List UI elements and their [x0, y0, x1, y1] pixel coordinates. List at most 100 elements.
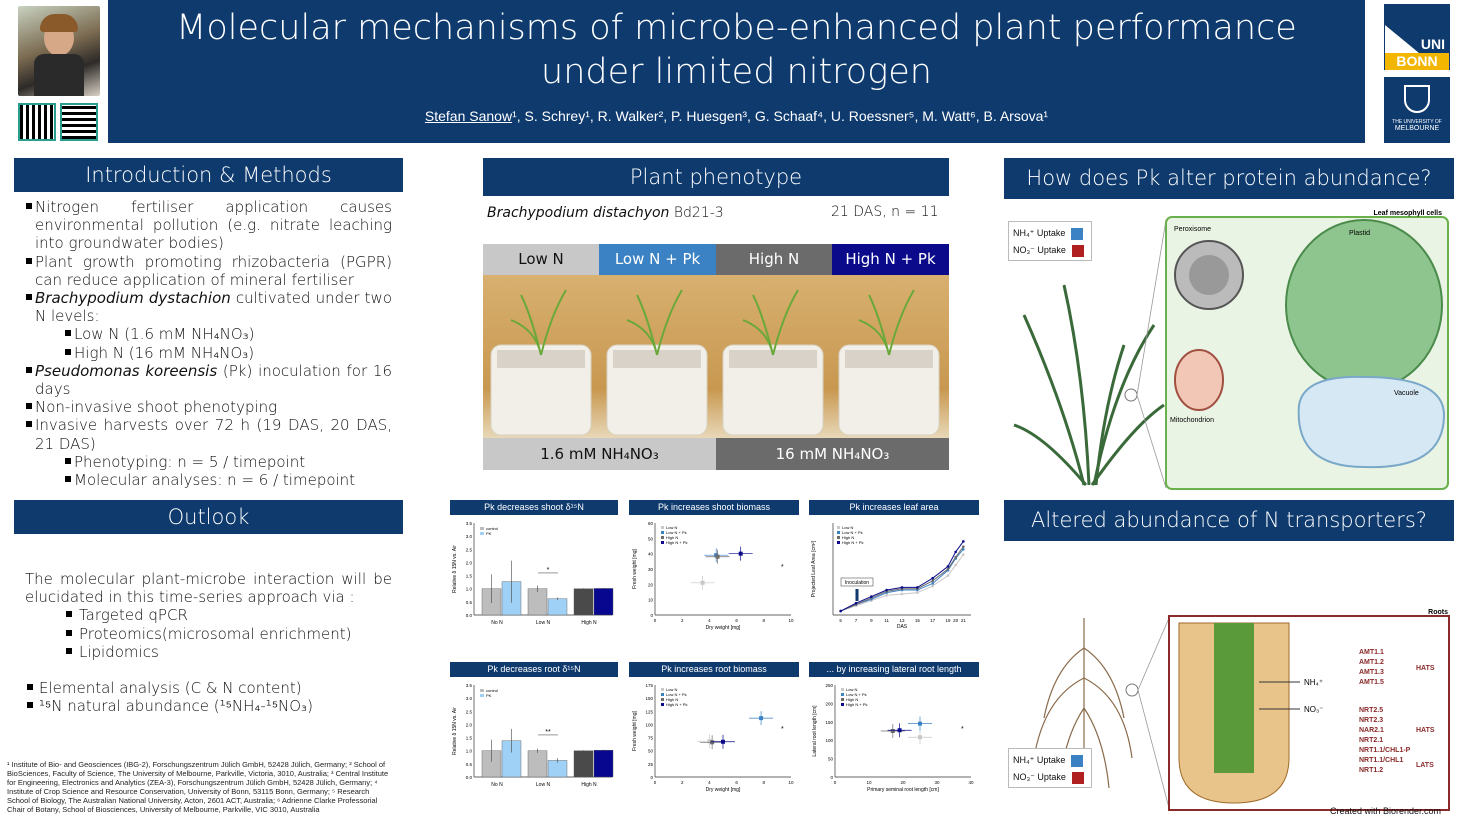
- legend-label: High N: [846, 697, 858, 702]
- x-tick-label: 10: [788, 780, 794, 785]
- high-conc-label: 16 mM NH₄NO₃: [716, 438, 949, 470]
- chart-title: Pk increases shoot biomass: [629, 500, 799, 515]
- qr-code-1[interactable]: [18, 103, 56, 141]
- chart-svg: 5 7 9 11 13 15 17 19 20 21 DAS Projected Leaf Area …: [811, 523, 971, 630]
- x-tick-label: 11: [884, 618, 889, 623]
- x-axis-label: Primary seminal root length [cm]: [867, 787, 939, 793]
- y-tick-label: 0.5: [466, 762, 473, 767]
- y-axis-label: Lateral root length [cm]: [812, 705, 818, 757]
- legend-label: Low N + Pk: [846, 692, 867, 697]
- vacuole-label: Vacuole: [1394, 390, 1419, 397]
- outlook-sub-qpcr: Targeted qPCR: [25, 606, 392, 624]
- x-tick-label: No N: [491, 620, 503, 626]
- seedling: [742, 289, 799, 356]
- data-point: [839, 609, 842, 613]
- chart-svg: 0.0 0.5 1.0 1.5 2.0 2.5 3.0 3.5 Relative δ 15N v…: [452, 683, 614, 788]
- chart-root-d15n: Pk decreases root δ¹⁵N 0.0 0.5 1.0 1.5 2.0 2.…: [450, 662, 618, 804]
- uni-melbourne-logo: THE UNIVERSITY OF MELBOURNE: [1384, 77, 1450, 143]
- y-tick-label: 3.0: [466, 534, 473, 539]
- legend-swatch: [841, 688, 844, 691]
- legend-swatch: [837, 526, 840, 529]
- author-photo: [18, 6, 100, 96]
- y-tick-label: 0: [650, 613, 653, 618]
- y-axis-label: Fresh weight [mg]: [632, 711, 638, 751]
- col-high-n-pk: High N + Pk: [832, 244, 949, 275]
- lead-author[interactable]: Stefan Sanow: [424, 108, 513, 124]
- x-tick-label: 15: [915, 618, 921, 623]
- legend-label: High N: [842, 535, 854, 540]
- protein-diagram: Leaf mesophyll cells Plastid Peroxisome …: [1004, 205, 1454, 490]
- legend-swatch: [661, 693, 664, 696]
- y-tick-label: 150: [825, 720, 833, 725]
- x-tick-label: 4: [708, 618, 711, 623]
- y-tick-label: 50: [648, 536, 654, 541]
- chart-shoot-d15n: Pk decreases shoot δ¹⁵N 0.0 0.5 1.0 1.5 2.0 2…: [450, 500, 618, 640]
- x-tick-label: 13: [899, 618, 905, 623]
- y-tick-label: 1.5: [466, 574, 473, 579]
- chart-svg: 0.0 0.5 1.0 1.5 2.0 2.5 3.0 3.5 Relative δ 15N v…: [452, 521, 614, 626]
- y-tick-label: 3.0: [466, 696, 473, 701]
- significance-marker: **: [545, 729, 551, 736]
- x-axis-label: DAS: [897, 624, 908, 630]
- legend-swatch: [661, 703, 664, 706]
- bar: [593, 749, 614, 778]
- author-list: Stefan Sanow¹, S. Schrey¹, R. Walker², P…: [108, 108, 1365, 124]
- data-point: [962, 553, 965, 556]
- legend-label: Low N: [846, 687, 857, 692]
- x-tick-label: No N: [491, 782, 503, 788]
- legend-swatch: [661, 531, 664, 534]
- plant-photo: [483, 275, 949, 438]
- chart-leaf-area: Pk increases leaf area 5 7 9 11 13 15 17 19 20 21…: [809, 500, 979, 640]
- intro-bullet-1: Nitrogen fertiliser application causes e…: [24, 198, 392, 253]
- y-tick-label: 0: [650, 775, 653, 780]
- x-tick-label: 2: [681, 780, 684, 785]
- x-tick-label: Low N: [536, 782, 551, 788]
- legend-label: Low N: [666, 525, 677, 530]
- legend-label: High N: [666, 697, 678, 702]
- das-caption: 21 DAS, n = 11: [831, 204, 939, 220]
- affiliations-footnote: ¹ Institute of Bio- and Geosciences (IBG…: [7, 760, 389, 815]
- legend-label: Low N + Pk: [842, 530, 863, 535]
- y-tick-label: 2.0: [466, 560, 473, 565]
- x-tick-label: 0: [654, 780, 657, 785]
- y-tick-label: 1.5: [466, 736, 473, 741]
- transport-legend: NH₄⁺ Uptake NO₃⁻ Uptake: [1008, 748, 1092, 788]
- y-tick-label: 0: [830, 775, 833, 780]
- y-tick-label: 150: [645, 696, 653, 701]
- legend-label: PK: [486, 531, 492, 536]
- significance-marker: *: [781, 564, 784, 571]
- outlook-body: The molecular plant-microbe interaction …: [25, 570, 392, 715]
- data-point: [954, 563, 957, 567]
- data-point: [918, 735, 922, 740]
- y-tick-label: 0.0: [466, 775, 473, 780]
- vacuole: [1297, 375, 1446, 469]
- logo-bonn-text: BONN: [1385, 53, 1449, 70]
- legend-label: High N + Pk: [842, 540, 863, 545]
- plastid-label: Plastid: [1349, 230, 1370, 237]
- chart-lateral-root: ... by increasing lateral root length 0 1…: [809, 662, 979, 804]
- x-tick-label: 30: [934, 780, 940, 785]
- x-tick-label: High N: [581, 782, 597, 788]
- intro-sub-phenotyping: Phenotyping: n = 5 / timepoint: [24, 453, 392, 471]
- data-point: [870, 595, 873, 598]
- qr-code-2[interactable]: [60, 103, 98, 141]
- y-tick-label: 125: [645, 709, 653, 714]
- legend-swatch: [480, 532, 484, 535]
- mitochondrion-label: Mitochondrion: [1170, 417, 1214, 424]
- xylem: [1214, 623, 1254, 773]
- legend-label: Low N + Pk: [666, 530, 687, 535]
- cell-label: Leaf mesophyll cells: [1374, 210, 1443, 217]
- transporter-label: AMT1.2: [1359, 659, 1384, 666]
- y-tick-label: 20: [648, 582, 654, 587]
- data-point: [962, 547, 965, 551]
- intro-bullet-3: Brachypodium dystachion cultivated under…: [24, 289, 392, 325]
- y-tick-label: 2.5: [466, 547, 473, 552]
- data-point: [946, 565, 950, 568]
- x-tick-label: 10: [788, 618, 794, 623]
- legend-no3: NO₃⁻ Uptake: [1013, 242, 1087, 259]
- data-point: [738, 551, 743, 556]
- data-point: [900, 592, 904, 596]
- x-tick-label: High N: [581, 620, 597, 626]
- bar: [547, 760, 568, 778]
